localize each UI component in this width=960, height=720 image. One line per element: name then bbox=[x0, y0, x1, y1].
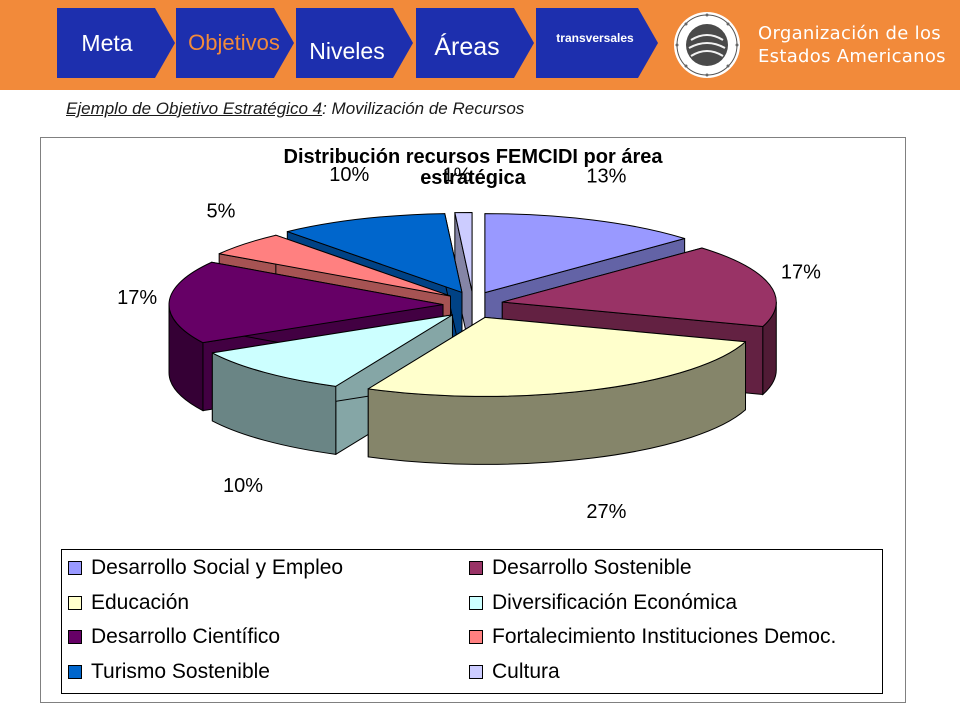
nav-step-areas-label: Áreas bbox=[434, 32, 500, 61]
legend-swatch bbox=[469, 664, 483, 679]
data-label-6: 10% bbox=[329, 164, 369, 186]
data-label-7: 1% bbox=[443, 164, 472, 186]
legend-item: Desarrollo Sostenible bbox=[469, 555, 692, 581]
legend-item: Diversificación Económica bbox=[469, 590, 737, 616]
legend-item: Educación bbox=[68, 590, 189, 616]
step-arrow-shape bbox=[416, 8, 534, 78]
pie-slice-top-1 bbox=[501, 247, 777, 327]
nav-step-niveles-label: Niveles bbox=[309, 37, 385, 64]
oas-seal-icon bbox=[667, 10, 747, 80]
data-label-1: 17% bbox=[781, 261, 821, 283]
pie-slice-top-3 bbox=[211, 314, 453, 387]
subtitle-topic: : Movilización de Recursos bbox=[322, 99, 525, 118]
legend-label: Cultura bbox=[492, 659, 560, 683]
nav-step-transversales-label: transversales bbox=[556, 31, 634, 45]
legend-swatch bbox=[68, 561, 82, 575]
legend-swatch bbox=[68, 664, 82, 679]
step-arrow-shape bbox=[176, 8, 294, 78]
data-label-4: 17% bbox=[117, 287, 157, 309]
chart-title-line-1: Distribución recursos FEMCIDI por área bbox=[283, 146, 663, 168]
pie-slice-top-5 bbox=[218, 234, 451, 297]
nav-step-niveles[interactable]: Niveles bbox=[296, 8, 413, 78]
data-label-5: 5% bbox=[207, 201, 236, 223]
pie-slice-top-0 bbox=[484, 213, 686, 294]
legend-swatch bbox=[68, 630, 82, 644]
data-label-2: 27% bbox=[586, 501, 626, 523]
step-arrow-shape bbox=[57, 8, 175, 78]
legend-label: Turismo Sostenible bbox=[91, 659, 270, 683]
pie-slice-2 bbox=[367, 316, 747, 465]
step-arrow-shape bbox=[536, 8, 658, 78]
organization-name-line-2: Estados Americanos bbox=[758, 46, 946, 67]
legend-swatch bbox=[469, 561, 483, 575]
legend-label: Desarrollo Social y Empleo bbox=[91, 556, 344, 579]
nav-step-objetivos-label: Objetivos bbox=[188, 30, 280, 55]
slide-subtitle: Ejemplo de Objetivo Estratégico 4: Movil… bbox=[66, 99, 524, 119]
legend-item: Turismo Sostenible bbox=[68, 659, 270, 685]
legend-item: Fortalecimiento Instituciones Democ. bbox=[469, 624, 836, 650]
legend-label: Diversificación Económica bbox=[492, 590, 738, 614]
legend-item: Desarrollo Social y Empleo bbox=[68, 555, 343, 581]
organization-name-line-1: Organización de los bbox=[758, 23, 941, 44]
legend-item: Cultura bbox=[469, 659, 560, 685]
legend-label: Educación bbox=[91, 590, 190, 614]
legend-swatch bbox=[469, 630, 483, 644]
organization-name: Organización de los Estados Americanos bbox=[758, 22, 946, 68]
pie-slice-top-6 bbox=[286, 213, 463, 293]
legend-swatch bbox=[469, 595, 483, 610]
pie-slice-top-7 bbox=[454, 212, 473, 293]
step-arrow-shape bbox=[296, 8, 413, 78]
legend-label: Desarrollo Científico bbox=[91, 625, 281, 648]
subtitle-objective: Ejemplo de Objetivo Estratégico 4 bbox=[66, 99, 323, 118]
pie-slice-top-4 bbox=[168, 261, 444, 344]
nav-step-areas[interactable]: Áreas bbox=[416, 8, 534, 78]
nav-step-meta-label: Meta bbox=[81, 29, 133, 56]
legend-label: Fortalecimiento Instituciones Democ. bbox=[492, 625, 837, 648]
header-band: Meta Objetivos Niveles Áreas transversal… bbox=[0, 0, 960, 90]
nav-step-objetivos[interactable]: Objetivos bbox=[176, 8, 294, 78]
data-label-3: 10% bbox=[223, 475, 263, 497]
data-label-0: 13% bbox=[586, 166, 626, 188]
chart-title-line-2: estratégica bbox=[420, 167, 526, 189]
chart-title: Distribución recursos FEMCIDI por área e… bbox=[40, 147, 906, 189]
nav-step-meta[interactable]: Meta bbox=[57, 8, 175, 78]
legend-label: Desarrollo Sostenible bbox=[492, 556, 692, 579]
pie-slice-top-2 bbox=[367, 316, 747, 397]
chart-legend: Desarrollo Social y Empleo Desarrollo Sos… bbox=[61, 549, 883, 694]
legend-item: Desarrollo Científico bbox=[68, 624, 280, 650]
legend-swatch bbox=[68, 595, 82, 610]
nav-step-transversales[interactable]: transversales bbox=[536, 8, 658, 78]
